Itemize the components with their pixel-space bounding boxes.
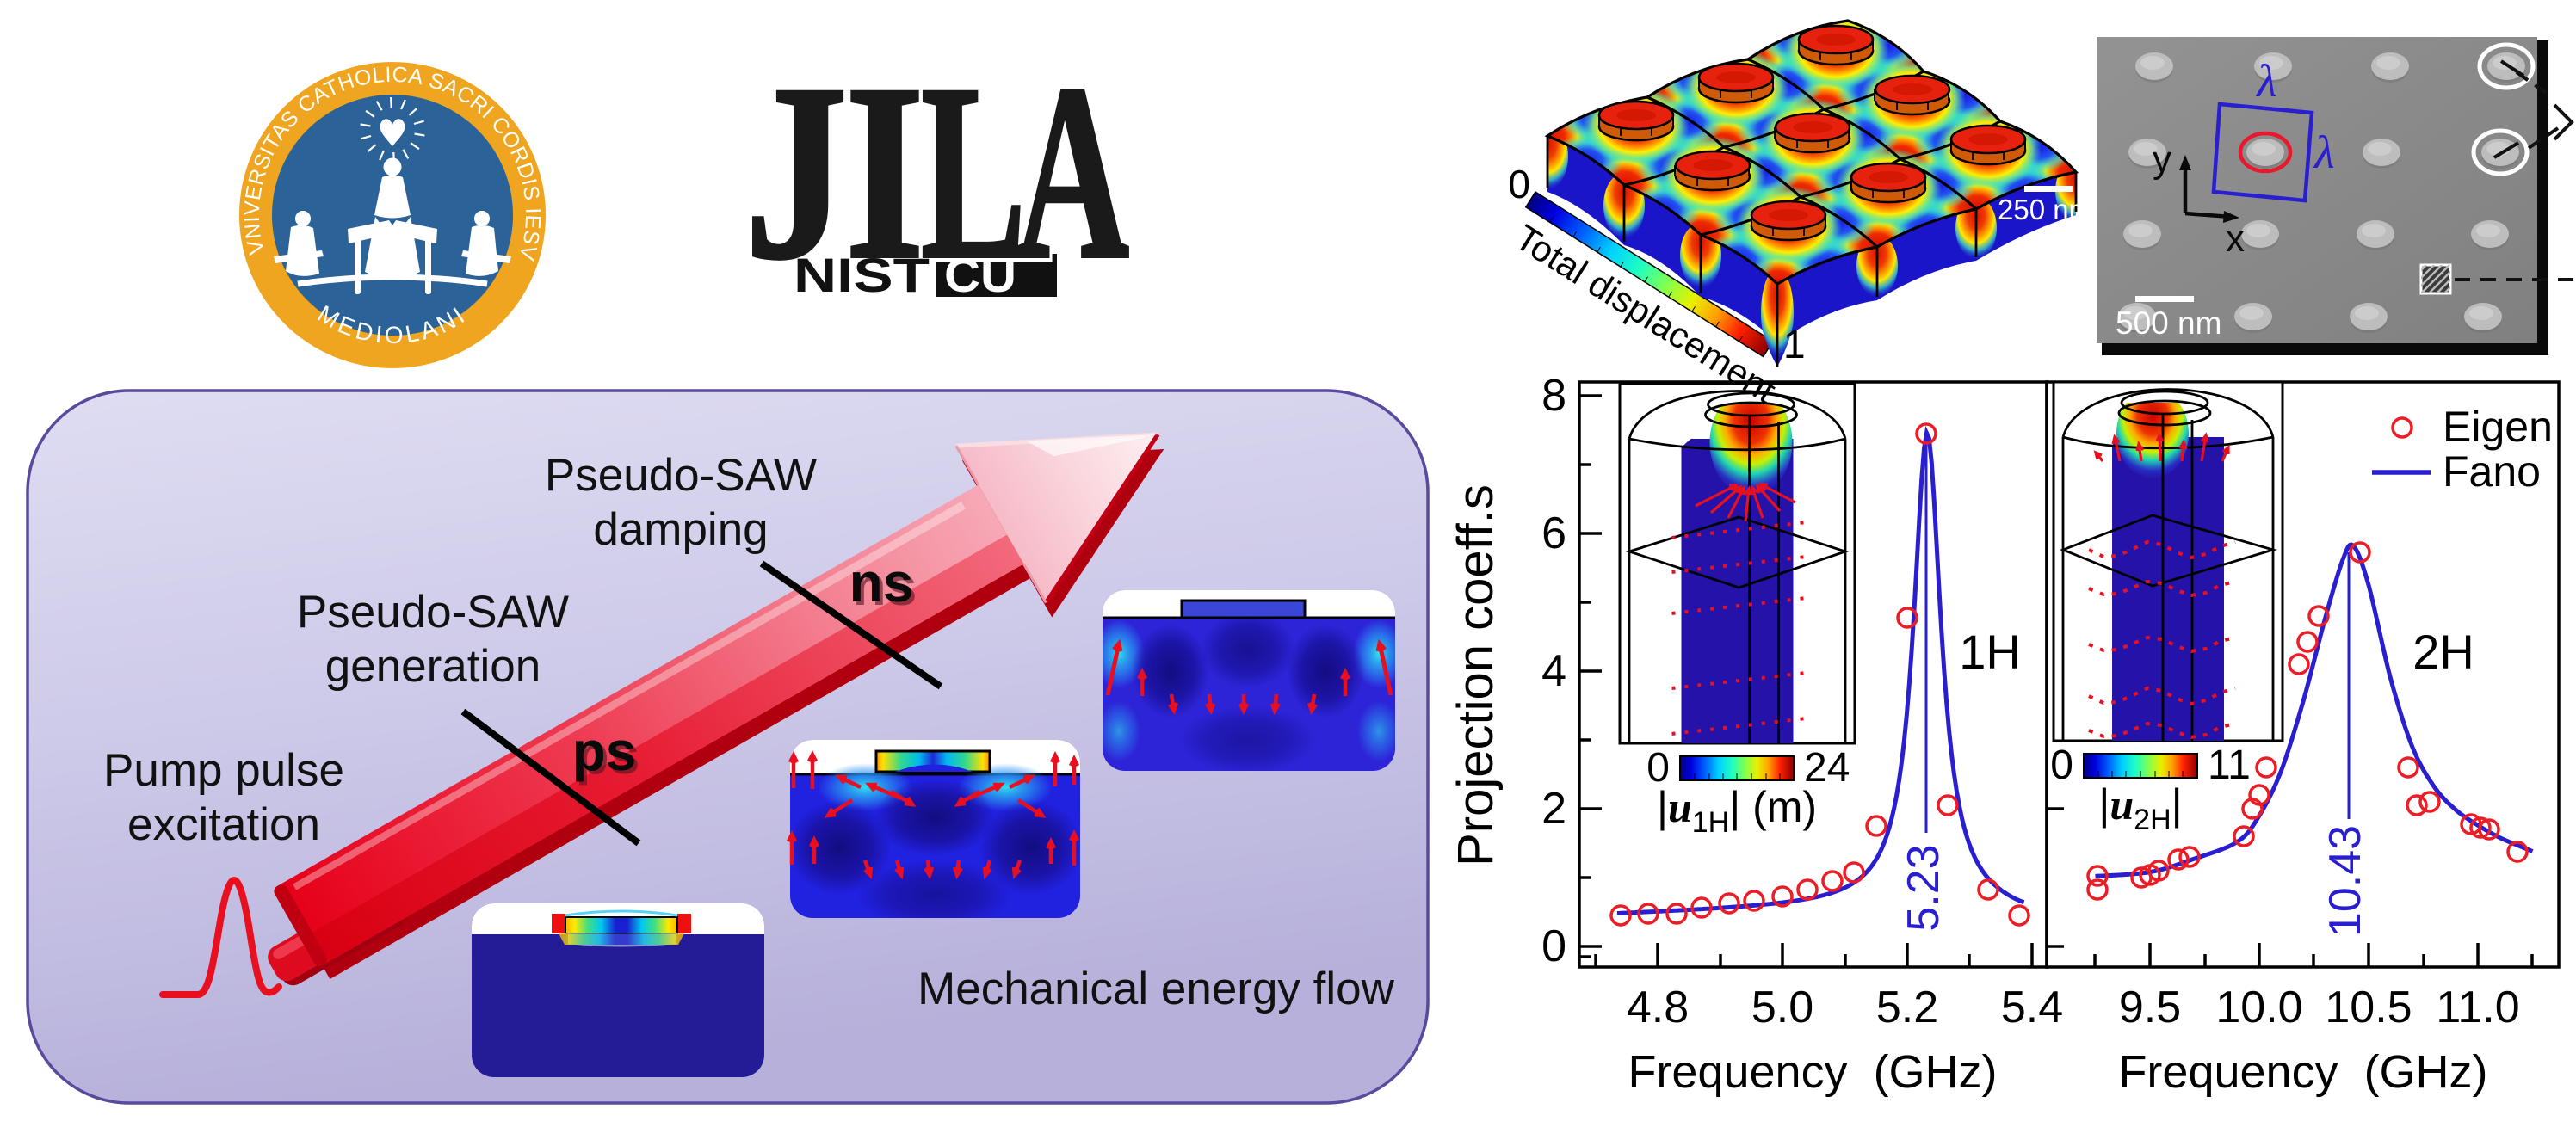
svg-text:ps: ps: [576, 724, 640, 786]
svg-text:5.23: 5.23: [1899, 844, 1949, 931]
svg-text:L: L: [921, 34, 1026, 311]
svg-text:Frequency (GHz): Frequency (GHz): [2118, 1046, 2487, 1098]
svg-text:Pump pulse: Pump pulse: [103, 745, 344, 796]
svg-text:Projection coeff.s: Projection coeff.s: [1448, 484, 1504, 866]
svg-text:L: L: [921, 34, 1026, 311]
svg-text:A: A: [1016, 34, 1129, 311]
svg-text:10.43: 10.43: [2320, 825, 2370, 937]
svg-text:CU: CU: [944, 248, 1016, 302]
svg-text:y: y: [2153, 139, 2171, 181]
svg-text:9.5: 9.5: [2119, 983, 2181, 1032]
svg-text:x: x: [2226, 218, 2245, 260]
svg-text:11.0: 11.0: [2436, 983, 2519, 1032]
svg-text:0: 0: [1541, 921, 1566, 971]
svg-text:5.2: 5.2: [1876, 983, 1938, 1032]
svg-text:Eigen: Eigen: [2443, 403, 2553, 451]
svg-text:ps: ps: [572, 720, 637, 782]
svg-text:generation: generation: [325, 641, 541, 692]
svg-text:Mechanical energy flow: Mechanical energy flow: [917, 964, 1395, 1014]
svg-text:2: 2: [1541, 784, 1566, 834]
svg-text:500 nm: 500 nm: [2116, 305, 2221, 341]
svg-text:Fano: Fano: [2443, 447, 2541, 496]
svg-text:0: 0: [2050, 742, 2073, 788]
svg-text:0: 0: [1508, 162, 1530, 206]
svg-text:11: 11: [2208, 742, 2251, 788]
svg-text:λ: λ: [2255, 55, 2276, 107]
svg-text:5.0: 5.0: [1751, 983, 1813, 1032]
svg-text:4.8: 4.8: [1627, 983, 1689, 1032]
svg-text:|u1H| (m): |u1H| (m): [1657, 783, 1817, 839]
svg-text:ns: ns: [849, 551, 914, 613]
svg-text:5.4: 5.4: [2001, 983, 2063, 1032]
svg-text:10.5: 10.5: [2325, 983, 2412, 1032]
svg-text:8: 8: [1541, 371, 1566, 421]
svg-text:excitation: excitation: [127, 799, 320, 850]
svg-text:Pseudo-SAW: Pseudo-SAW: [297, 587, 569, 638]
svg-text:|u2H|: |u2H|: [2098, 780, 2182, 836]
svg-text:0: 0: [1646, 745, 1670, 791]
svg-text:A: A: [1016, 34, 1129, 311]
svg-text:2H: 2H: [2412, 625, 2474, 679]
svg-text:ns: ns: [853, 555, 917, 617]
svg-text:damping: damping: [593, 504, 768, 555]
svg-text:Frequency (GHz): Frequency (GHz): [1628, 1046, 1997, 1098]
svg-text:1H: 1H: [1959, 625, 2021, 679]
svg-text:1: 1: [1783, 322, 1806, 367]
svg-text:250 nm: 250 nm: [1998, 194, 2092, 225]
svg-text:24: 24: [1804, 745, 1850, 791]
svg-text:λ: λ: [2313, 126, 2334, 178]
svg-text:I: I: [845, 34, 924, 311]
svg-text:NIST: NIST: [794, 248, 930, 302]
svg-text:Pseudo-SAW: Pseudo-SAW: [545, 450, 817, 501]
svg-text:J: J: [744, 34, 848, 311]
svg-text:I: I: [845, 34, 924, 311]
svg-text:10.0: 10.0: [2215, 983, 2302, 1032]
svg-text:6: 6: [1541, 508, 1566, 558]
svg-text:J: J: [744, 34, 848, 311]
svg-text:4: 4: [1541, 646, 1566, 696]
